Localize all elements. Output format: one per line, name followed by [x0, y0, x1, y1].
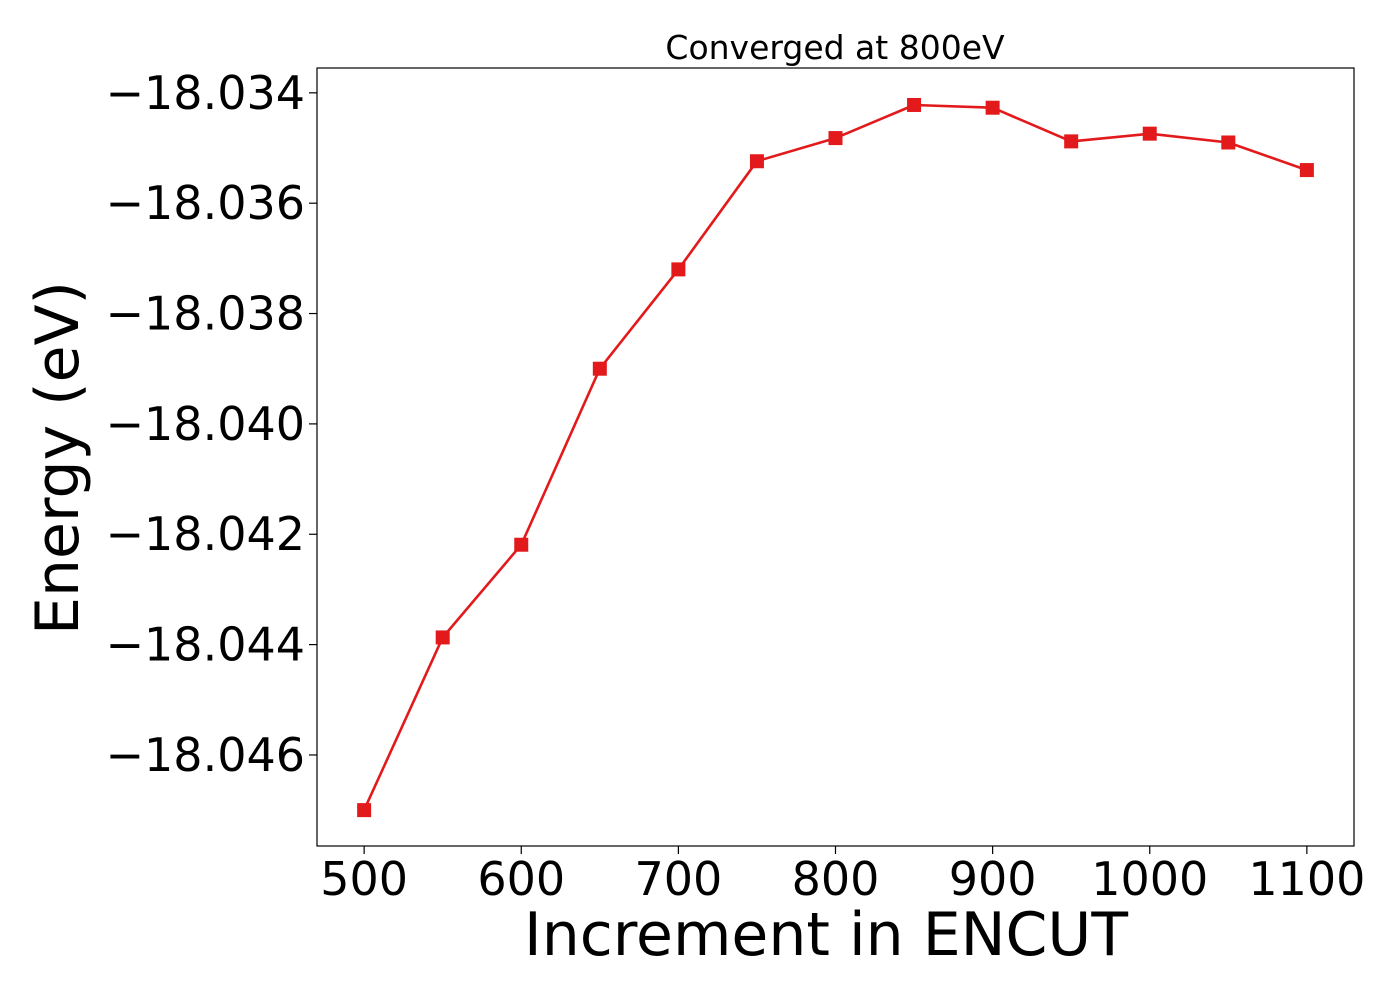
chart-title: Converged at 800eV	[665, 28, 1005, 67]
x-axis-label: Increment in ENCUT	[524, 900, 1128, 970]
data-point-marker	[514, 537, 529, 552]
data-point-marker	[1142, 126, 1157, 141]
y-tick-label: −18.034	[106, 66, 306, 120]
plot-background	[317, 68, 1354, 846]
x-tick-label: 1100	[1248, 852, 1365, 906]
data-point-marker	[592, 361, 607, 376]
data-point-marker	[1064, 134, 1079, 149]
data-point-marker	[1299, 163, 1314, 178]
y-tick-label: −18.046	[106, 728, 306, 782]
data-point-marker	[357, 803, 372, 818]
y-tick-label: −18.040	[106, 397, 306, 451]
series-layer	[357, 97, 1314, 818]
data-point-marker	[828, 131, 843, 146]
data-point-marker	[671, 262, 686, 277]
y-axis-label: Energy (eV)	[23, 281, 93, 635]
x-tick-label: 700	[634, 852, 722, 906]
y-tick-label: −18.044	[106, 618, 306, 672]
x-tick-label: 800	[792, 852, 880, 906]
data-point-marker	[985, 100, 1000, 115]
data-point-marker	[1221, 135, 1236, 150]
data-point-marker	[435, 630, 450, 645]
plot-frame	[316, 67, 1355, 847]
y-tick-label: −18.038	[106, 287, 306, 341]
y-axis-ticks: −18.046 −18.044 −18.042 −18.040 −18.038 −18.0…	[106, 66, 317, 782]
y-tick-label: −18.042	[106, 507, 306, 561]
x-tick-label: 600	[477, 852, 565, 906]
x-tick-label: 500	[320, 852, 408, 906]
y-tick-label: −18.036	[106, 176, 306, 230]
data-point-marker	[907, 97, 922, 112]
x-tick-label: 900	[949, 852, 1037, 906]
data-point-marker	[749, 154, 764, 169]
x-axis-ticks: 500 600 700 800 900 1000 1100	[320, 846, 1365, 906]
x-tick-label: 1000	[1091, 852, 1208, 906]
